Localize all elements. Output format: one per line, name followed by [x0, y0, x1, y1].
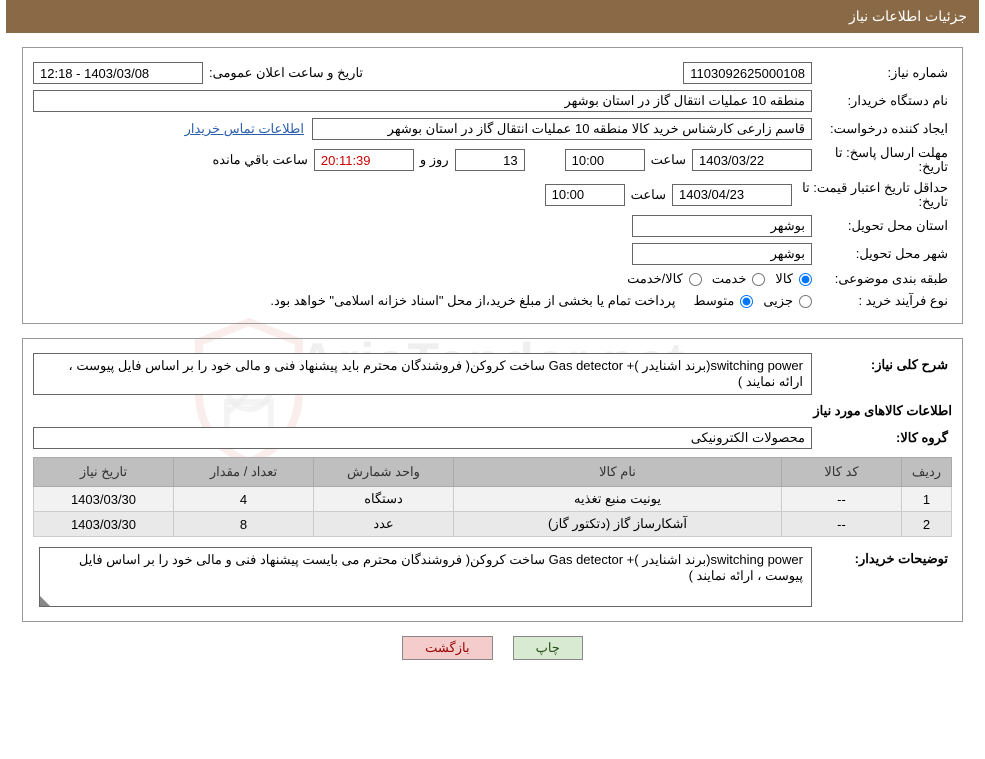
radio-service-label: خدمت [706, 271, 753, 287]
radio-medium-label: متوسط [687, 293, 740, 309]
row-need-number: شماره نیاز: 1103092625000108 تاریخ و ساع… [33, 62, 952, 84]
row-buyer-notes: توضیحات خریدار: switching power(برند اشن… [33, 547, 952, 607]
td-qty: 4 [174, 487, 314, 512]
panel-title: جزئیات اطلاعات نیاز [849, 8, 967, 24]
td-idx: 1 [902, 487, 952, 512]
validity-time-field: 10:00 [545, 184, 625, 206]
td-code: -- [782, 512, 902, 537]
td-code: -- [782, 487, 902, 512]
table-row: 1 -- یونیت منبع تغذیه دستگاه 4 1403/03/3… [34, 487, 952, 512]
countdown-field: 20:11:39 [314, 149, 414, 171]
delivery-province-label: استان محل تحویل: [812, 218, 952, 234]
print-button[interactable]: چاپ [513, 636, 583, 660]
items-table: ردیف کد کالا نام کالا واحد شمارش تعداد /… [33, 457, 952, 537]
buyer-contact-link[interactable]: اطلاعات تماس خریدار [177, 121, 312, 137]
td-unit: عدد [314, 512, 454, 537]
radio-goods-label: کالا [769, 271, 799, 287]
need-number-label: شماره نیاز: [812, 65, 952, 81]
resize-handle-icon [40, 596, 50, 606]
requester-label: ایجاد کننده درخواست: [812, 121, 952, 137]
row-deadline: مهلت ارسال پاسخ: تا تاریخ: 1403/03/22 سا… [33, 146, 952, 175]
deadline-time-label: ساعت [645, 152, 692, 168]
days-and-label: روز و [414, 152, 455, 168]
row-delivery-city: شهر محل تحویل: بوشهر [33, 243, 952, 265]
td-date: 1403/03/30 [34, 487, 174, 512]
delivery-city-label: شهر محل تحویل: [812, 246, 952, 262]
radio-partial[interactable] [799, 295, 812, 308]
requester-field: قاسم زارعی کارشناس خرید کالا منطقه 10 عم… [312, 118, 812, 140]
panel-header: جزئیات اطلاعات نیاز [6, 0, 979, 33]
process-type-label: نوع فرآیند خرید : [812, 293, 952, 309]
row-validity: حداقل تاریخ اعتبار قیمت: تا تاریخ: 1403/… [33, 181, 952, 210]
buyer-notes-field: switching power(برند اشنایدر )+ Gas dete… [39, 547, 812, 607]
td-qty: 8 [174, 512, 314, 537]
table-row: 2 -- آشکارساز گاز (دتکتور گاز) عدد 8 140… [34, 512, 952, 537]
row-requester: ایجاد کننده درخواست: قاسم زارعی کارشناس … [33, 118, 952, 140]
need-desc-label: شرح کلی نیاز: [812, 353, 952, 373]
days-remaining-field: 13 [455, 149, 525, 171]
back-button[interactable]: بازگشت [402, 636, 492, 660]
button-row: چاپ بازگشت [0, 636, 985, 660]
buyer-notes-label: توضیحات خریدار: [812, 547, 952, 567]
delivery-city-field: بوشهر [632, 243, 812, 265]
row-buyer-org: نام دستگاه خریدار: منطقه 10 عملیات انتقا… [33, 90, 952, 112]
group-field: محصولات الکترونیکی [33, 427, 812, 449]
td-idx: 2 [902, 512, 952, 537]
row-delivery-province: استان محل تحویل: بوشهر [33, 215, 952, 237]
deadline-time-field: 10:00 [565, 149, 645, 171]
td-name: آشکارساز گاز (دتکتور گاز) [454, 512, 782, 537]
buyer-org-field: منطقه 10 عملیات انتقال گاز در استان بوشه… [33, 90, 812, 112]
td-name: یونیت منبع تغذیه [454, 487, 782, 512]
th-row: ردیف [902, 458, 952, 487]
radio-medium[interactable] [740, 295, 753, 308]
radio-partial-label: جزیی [757, 293, 799, 309]
validity-date-field: 1403/04/23 [672, 184, 792, 206]
buyer-org-label: نام دستگاه خریدار: [812, 93, 952, 109]
details-panel: شرح کلی نیاز: switching power(برند اشنای… [22, 338, 963, 622]
process-radios: جزیی متوسط [683, 293, 812, 309]
th-date: تاریخ نیاز [34, 458, 174, 487]
deadline-label: مهلت ارسال پاسخ: تا تاریخ: [812, 146, 952, 175]
classification-radios: کالا خدمت کالا/خدمت [617, 271, 812, 287]
row-process-type: نوع فرآیند خرید : جزیی متوسط پرداخت تمام… [33, 293, 952, 309]
td-date: 1403/03/30 [34, 512, 174, 537]
process-note: پرداخت تمام یا بخشی از مبلغ خرید،از محل … [262, 293, 683, 309]
validity-time-label: ساعت [625, 187, 672, 203]
th-code: کد کالا [782, 458, 902, 487]
row-need-desc: شرح کلی نیاز: switching power(برند اشنای… [33, 353, 952, 395]
radio-goods-service-label: کالا/خدمت [621, 271, 689, 287]
td-unit: دستگاه [314, 487, 454, 512]
th-name: نام کالا [454, 458, 782, 487]
radio-goods[interactable] [799, 273, 812, 286]
classification-label: طبقه بندی موضوعی: [812, 271, 952, 287]
row-classification: طبقه بندی موضوعی: کالا خدمت کالا/خدمت [33, 271, 952, 287]
row-product-group: گروه کالا: محصولات الکترونیکی [33, 427, 952, 449]
group-label: گروه کالا: [812, 430, 952, 446]
th-unit: واحد شمارش [314, 458, 454, 487]
validity-label: حداقل تاریخ اعتبار قیمت: تا تاریخ: [792, 181, 952, 210]
items-section-header: اطلاعات کالاهای مورد نیاز [33, 401, 952, 421]
info-panel: شماره نیاز: 1103092625000108 تاریخ و ساع… [22, 47, 963, 324]
deadline-date-field: 1403/03/22 [692, 149, 812, 171]
need-desc-field: switching power(برند اشنایدر )+ Gas dete… [33, 353, 812, 395]
announce-label: تاریخ و ساعت اعلان عمومی: [203, 65, 369, 81]
th-qty: تعداد / مقدار [174, 458, 314, 487]
table-header-row: ردیف کد کالا نام کالا واحد شمارش تعداد /… [34, 458, 952, 487]
need-number-field: 1103092625000108 [683, 62, 812, 84]
radio-goods-service[interactable] [689, 273, 702, 286]
delivery-province-field: بوشهر [632, 215, 812, 237]
radio-service[interactable] [752, 273, 765, 286]
announce-field: 12:18 - 1403/03/08 [33, 62, 203, 84]
countdown-label: ساعت باقي مانده [206, 152, 313, 168]
